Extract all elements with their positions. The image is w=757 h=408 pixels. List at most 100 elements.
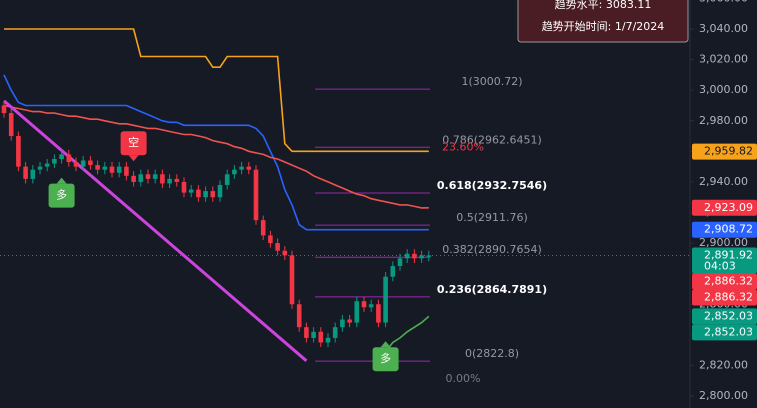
fib-label: 0.618(2932.7546) (437, 179, 547, 192)
candle-body (361, 301, 367, 308)
candle-body (80, 160, 86, 167)
candle-body (397, 258, 403, 267)
candle-body (419, 255, 424, 259)
candle-body (145, 174, 151, 179)
price-tag (692, 289, 757, 306)
marker-label: 空 (128, 135, 139, 149)
tooltip-line: 趋势水平: 3083.11 (555, 0, 652, 11)
candle-body (8, 113, 14, 137)
indicator-line (4, 28, 429, 153)
candle-body (1, 105, 7, 114)
candle-body (260, 220, 266, 236)
candle-body (66, 154, 72, 163)
candle-body (232, 169, 237, 175)
price-tag-label: 2,891.92 (704, 248, 753, 261)
marker-label: 多 (56, 188, 67, 202)
candle-body (340, 319, 345, 328)
y-tick-label: 3,000.00 (699, 83, 748, 96)
signal-marker: 多 (372, 341, 399, 372)
y-tick-label: 3,060.00 (699, 0, 748, 4)
y-tick-label: 2,800.00 (699, 389, 748, 402)
candle-body (59, 154, 64, 159)
candle-body (138, 174, 144, 182)
y-tick-label: 3,040.00 (699, 22, 748, 35)
candle-body (332, 327, 338, 338)
candle-body (109, 166, 115, 173)
price-tag-label: 2,852.03 (704, 325, 753, 338)
price-tag-countdown: 04:03 (704, 259, 736, 272)
price-tag-label: 2,886.32 (704, 290, 753, 303)
price-tag (692, 247, 757, 274)
candle-body (268, 235, 273, 244)
candle-body (426, 255, 432, 257)
price-tag (692, 143, 757, 160)
candle-body (131, 175, 136, 182)
fib-label: 0(2822.8) (465, 347, 519, 360)
y-tick-label: 2,940.00 (699, 175, 748, 188)
price-tag (692, 308, 757, 325)
fib-label: 0.5(2911.76) (456, 211, 528, 224)
candle-body (282, 250, 288, 256)
price-tag-label: 2,923.09 (704, 201, 753, 214)
candle-body (37, 166, 43, 170)
indicator-line (3, 74, 429, 231)
candle-body (354, 301, 360, 323)
tooltip-box (517, 0, 689, 43)
candle-body (210, 191, 216, 198)
candle-body (217, 184, 223, 198)
marker-box (372, 347, 399, 372)
candle-body (88, 160, 93, 166)
candle-body (347, 319, 352, 323)
candle-body (52, 158, 57, 164)
candle-body (174, 178, 180, 182)
candle-body (30, 169, 36, 179)
candle-body (311, 331, 316, 338)
y-tick-label: 2,980.00 (699, 114, 748, 127)
candle-body (44, 163, 50, 167)
candle-body (239, 166, 244, 170)
marker-box (48, 183, 75, 208)
candle-body (412, 253, 417, 259)
tooltip-line: 趋势开始时间: 1/7/2024 (542, 19, 665, 33)
signal-marker: 空 (120, 131, 147, 162)
y-tick-label: 2,820.00 (699, 358, 748, 371)
candle-body (318, 331, 324, 343)
candle-body (253, 169, 259, 221)
price-tag-label: 2,959.82 (704, 145, 753, 158)
candle-body (296, 304, 302, 328)
candle-body (124, 166, 129, 176)
price-tag (692, 221, 757, 238)
fib-label: 0.382(2890.7654) (442, 243, 542, 256)
marker-pointer (56, 177, 67, 184)
price-tag-label: 2,908.72 (704, 223, 753, 236)
signal-marker: 多 (48, 177, 75, 208)
price-tag-label: 2,852.03 (704, 309, 753, 322)
indicator-line (3, 99, 308, 362)
candle-body (275, 243, 280, 251)
candle-body (203, 191, 208, 198)
candle-body (23, 166, 28, 179)
price-tag-label: 2,886.32 (704, 274, 753, 287)
candle-body (116, 166, 122, 173)
candle-body (246, 166, 252, 170)
candle-body (404, 253, 410, 259)
marker-box (120, 131, 147, 156)
candle-body (368, 304, 374, 308)
candle-body (224, 174, 230, 185)
fib-label: 1(3000.72) (461, 75, 522, 88)
marker-pointer (380, 341, 391, 348)
candle-body (16, 136, 21, 167)
fib-label: 0.786(2962.6451) (442, 133, 542, 146)
candle-body (181, 181, 187, 193)
trend-tooltip: 趋势水平: 3083.11 趋势开始时间: 1/7/2024 (517, 0, 689, 43)
candle-body (167, 178, 172, 184)
percent-label: 23.60% (442, 140, 484, 153)
price-tag (692, 273, 757, 290)
indicator-line (3, 104, 429, 209)
candle-body (160, 174, 165, 184)
candle-body (325, 337, 331, 343)
candle-body (95, 165, 100, 170)
candle-body (188, 189, 194, 193)
